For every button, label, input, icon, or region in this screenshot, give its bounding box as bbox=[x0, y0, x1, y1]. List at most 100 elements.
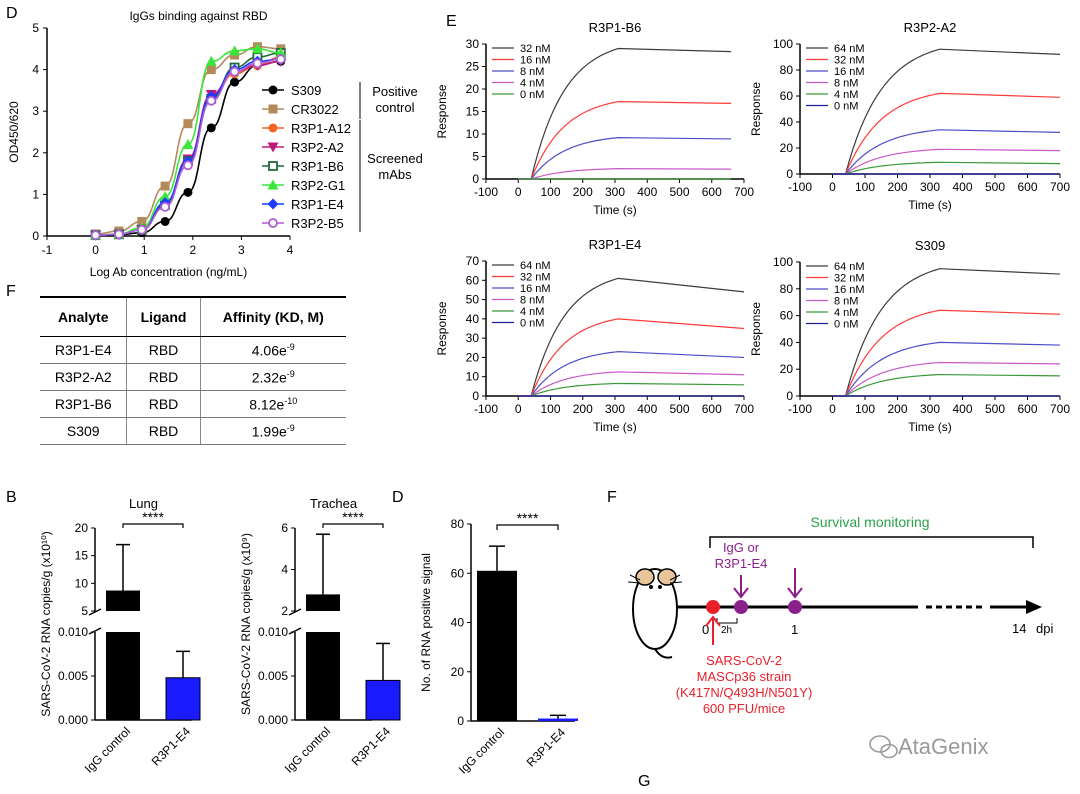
x-tick-label: 3 bbox=[238, 243, 245, 257]
day14-label: 14 bbox=[1012, 621, 1026, 636]
y-tick-label: 80 bbox=[780, 282, 794, 296]
sensorgram-curve bbox=[518, 371, 745, 397]
dpi-unit-label: dpi bbox=[1036, 621, 1053, 636]
trachea-viral-load-chart: Trachea 2 4 6 0.000 0.005 0.010 SARS-CoV-2 RNA … bbox=[239, 496, 401, 776]
bar bbox=[306, 632, 340, 720]
legend-label: 4 nM bbox=[834, 89, 858, 101]
panel-label-g: G bbox=[638, 773, 650, 790]
x-tick-label: 100 bbox=[855, 402, 875, 416]
panel-label-d-bottom: D bbox=[392, 489, 404, 506]
affinity-mantissa: 4.06e bbox=[251, 342, 287, 359]
x-tick-label: -100 bbox=[788, 180, 812, 194]
y-tick-label: 40 bbox=[451, 616, 465, 630]
x-tick-label: 0 bbox=[92, 243, 99, 257]
x-tick-label: 100 bbox=[855, 180, 875, 194]
x-tick-label: 300 bbox=[605, 185, 625, 199]
y-axis-label: Response bbox=[435, 301, 449, 355]
y-tick-label: 4 bbox=[32, 63, 39, 77]
sensorgram-curve bbox=[518, 277, 745, 397]
affinity-table-header: Analyte Ligand Affinity (KD, M) bbox=[40, 296, 346, 337]
chart-title: IgGs binding against RBD bbox=[129, 9, 267, 23]
ligand-cell: RBD bbox=[126, 363, 201, 391]
x-tick-label: 500 bbox=[985, 402, 1005, 416]
y-tick-label: 70 bbox=[466, 254, 480, 268]
data-point bbox=[206, 65, 216, 75]
x-tick-label: 200 bbox=[573, 402, 593, 416]
x-tick-label: 500 bbox=[669, 402, 689, 416]
significance-label: **** bbox=[342, 509, 364, 525]
significance-bracket bbox=[496, 524, 559, 530]
legend-label: 4 nM bbox=[520, 306, 544, 318]
sensorgram-curve bbox=[832, 129, 1061, 175]
legend-label: R3P2-G1 bbox=[291, 178, 345, 193]
y-tick-label: 60 bbox=[466, 273, 480, 287]
y-tick-label: 2 bbox=[32, 146, 39, 160]
y-tick-label: 0.000 bbox=[258, 713, 288, 727]
table-row: R3P1-E4 RBD 4.06e-9 bbox=[40, 336, 346, 364]
legend-label: 0 nM bbox=[520, 89, 544, 101]
day0-label: 0 bbox=[702, 622, 709, 637]
analyte-cell: R3P2-A2 bbox=[40, 363, 127, 391]
survival-bracket bbox=[709, 536, 1034, 548]
y-tick-label: 0 bbox=[472, 389, 479, 403]
y-tick-label: 0.010 bbox=[258, 625, 288, 639]
affinity-cell: 4.06e-9 bbox=[199, 336, 346, 364]
x-tick-label: -100 bbox=[788, 402, 812, 416]
analyte-cell: R3P1-B6 bbox=[40, 390, 127, 418]
y-tick-label: 0.005 bbox=[58, 669, 88, 683]
legend-label: 64 nM bbox=[834, 261, 865, 273]
y-tick-label: 3 bbox=[32, 104, 39, 118]
sensorgram-curve bbox=[518, 47, 732, 180]
challenge-label-line4: 600 PFU/mice bbox=[703, 701, 785, 716]
table-row: R3P1-B6 RBD 8.12e-10 bbox=[40, 390, 346, 418]
bar bbox=[365, 679, 401, 721]
data-point bbox=[230, 77, 240, 87]
y-tick-label: 4 bbox=[281, 563, 288, 577]
treatment-dot-2h bbox=[734, 600, 748, 614]
y-tick-label: 100 bbox=[773, 255, 793, 269]
significance-label: **** bbox=[142, 509, 164, 525]
y-tick-label: 10 bbox=[466, 370, 480, 384]
x-axis-label: Time (s) bbox=[593, 420, 637, 434]
group-label: mAbs bbox=[378, 167, 412, 182]
x-axis-label: Log Ab concentration (ng/mL) bbox=[90, 265, 247, 279]
chart-title: R3P2-A2 bbox=[904, 20, 957, 35]
legend-label: 32 nM bbox=[520, 43, 551, 55]
affinity-cell: 2.32e-9 bbox=[199, 363, 346, 391]
sensorgram-curve bbox=[518, 382, 745, 397]
affinity-cell: 8.12e-10 bbox=[199, 390, 346, 418]
wechat-logo-icon bbox=[869, 735, 898, 759]
affinity-exponent: -9 bbox=[286, 368, 295, 379]
table-row: R3P2-A2 RBD 2.32e-9 bbox=[40, 363, 346, 391]
y-tick-label: 0 bbox=[786, 167, 793, 181]
legend-label: 8 nM bbox=[834, 296, 858, 308]
legend-marker bbox=[268, 161, 278, 171]
legend-label: S309 bbox=[291, 83, 321, 98]
y-tick-label: 0 bbox=[472, 172, 479, 186]
data-point bbox=[160, 201, 170, 212]
two-hour-label: 2h bbox=[721, 625, 732, 636]
x-tick-label: 600 bbox=[1017, 180, 1037, 194]
sensorgram-curve bbox=[832, 148, 1061, 175]
panel-label-d-top: D bbox=[6, 5, 18, 22]
x-tick-label: 500 bbox=[985, 180, 1005, 194]
affinity-exponent: -9 bbox=[286, 422, 295, 433]
y-axis-label: Response bbox=[435, 84, 449, 138]
x-tick-label: -100 bbox=[474, 185, 498, 199]
data-point bbox=[252, 58, 263, 69]
challenge-label-line1: SARS-CoV-2 bbox=[706, 653, 782, 668]
legend-label: 16 nM bbox=[834, 284, 865, 296]
y-tick-label: 0.005 bbox=[258, 669, 288, 683]
ligand-cell: RBD bbox=[126, 336, 201, 364]
data-point bbox=[90, 230, 101, 241]
panel-label-f-bottom: F bbox=[607, 489, 617, 506]
y-axis-label: Response bbox=[749, 302, 763, 356]
y-tick-label: 30 bbox=[466, 37, 480, 51]
significance-label: **** bbox=[517, 510, 539, 526]
x-tick-label: 200 bbox=[887, 402, 907, 416]
data-point bbox=[229, 45, 241, 56]
